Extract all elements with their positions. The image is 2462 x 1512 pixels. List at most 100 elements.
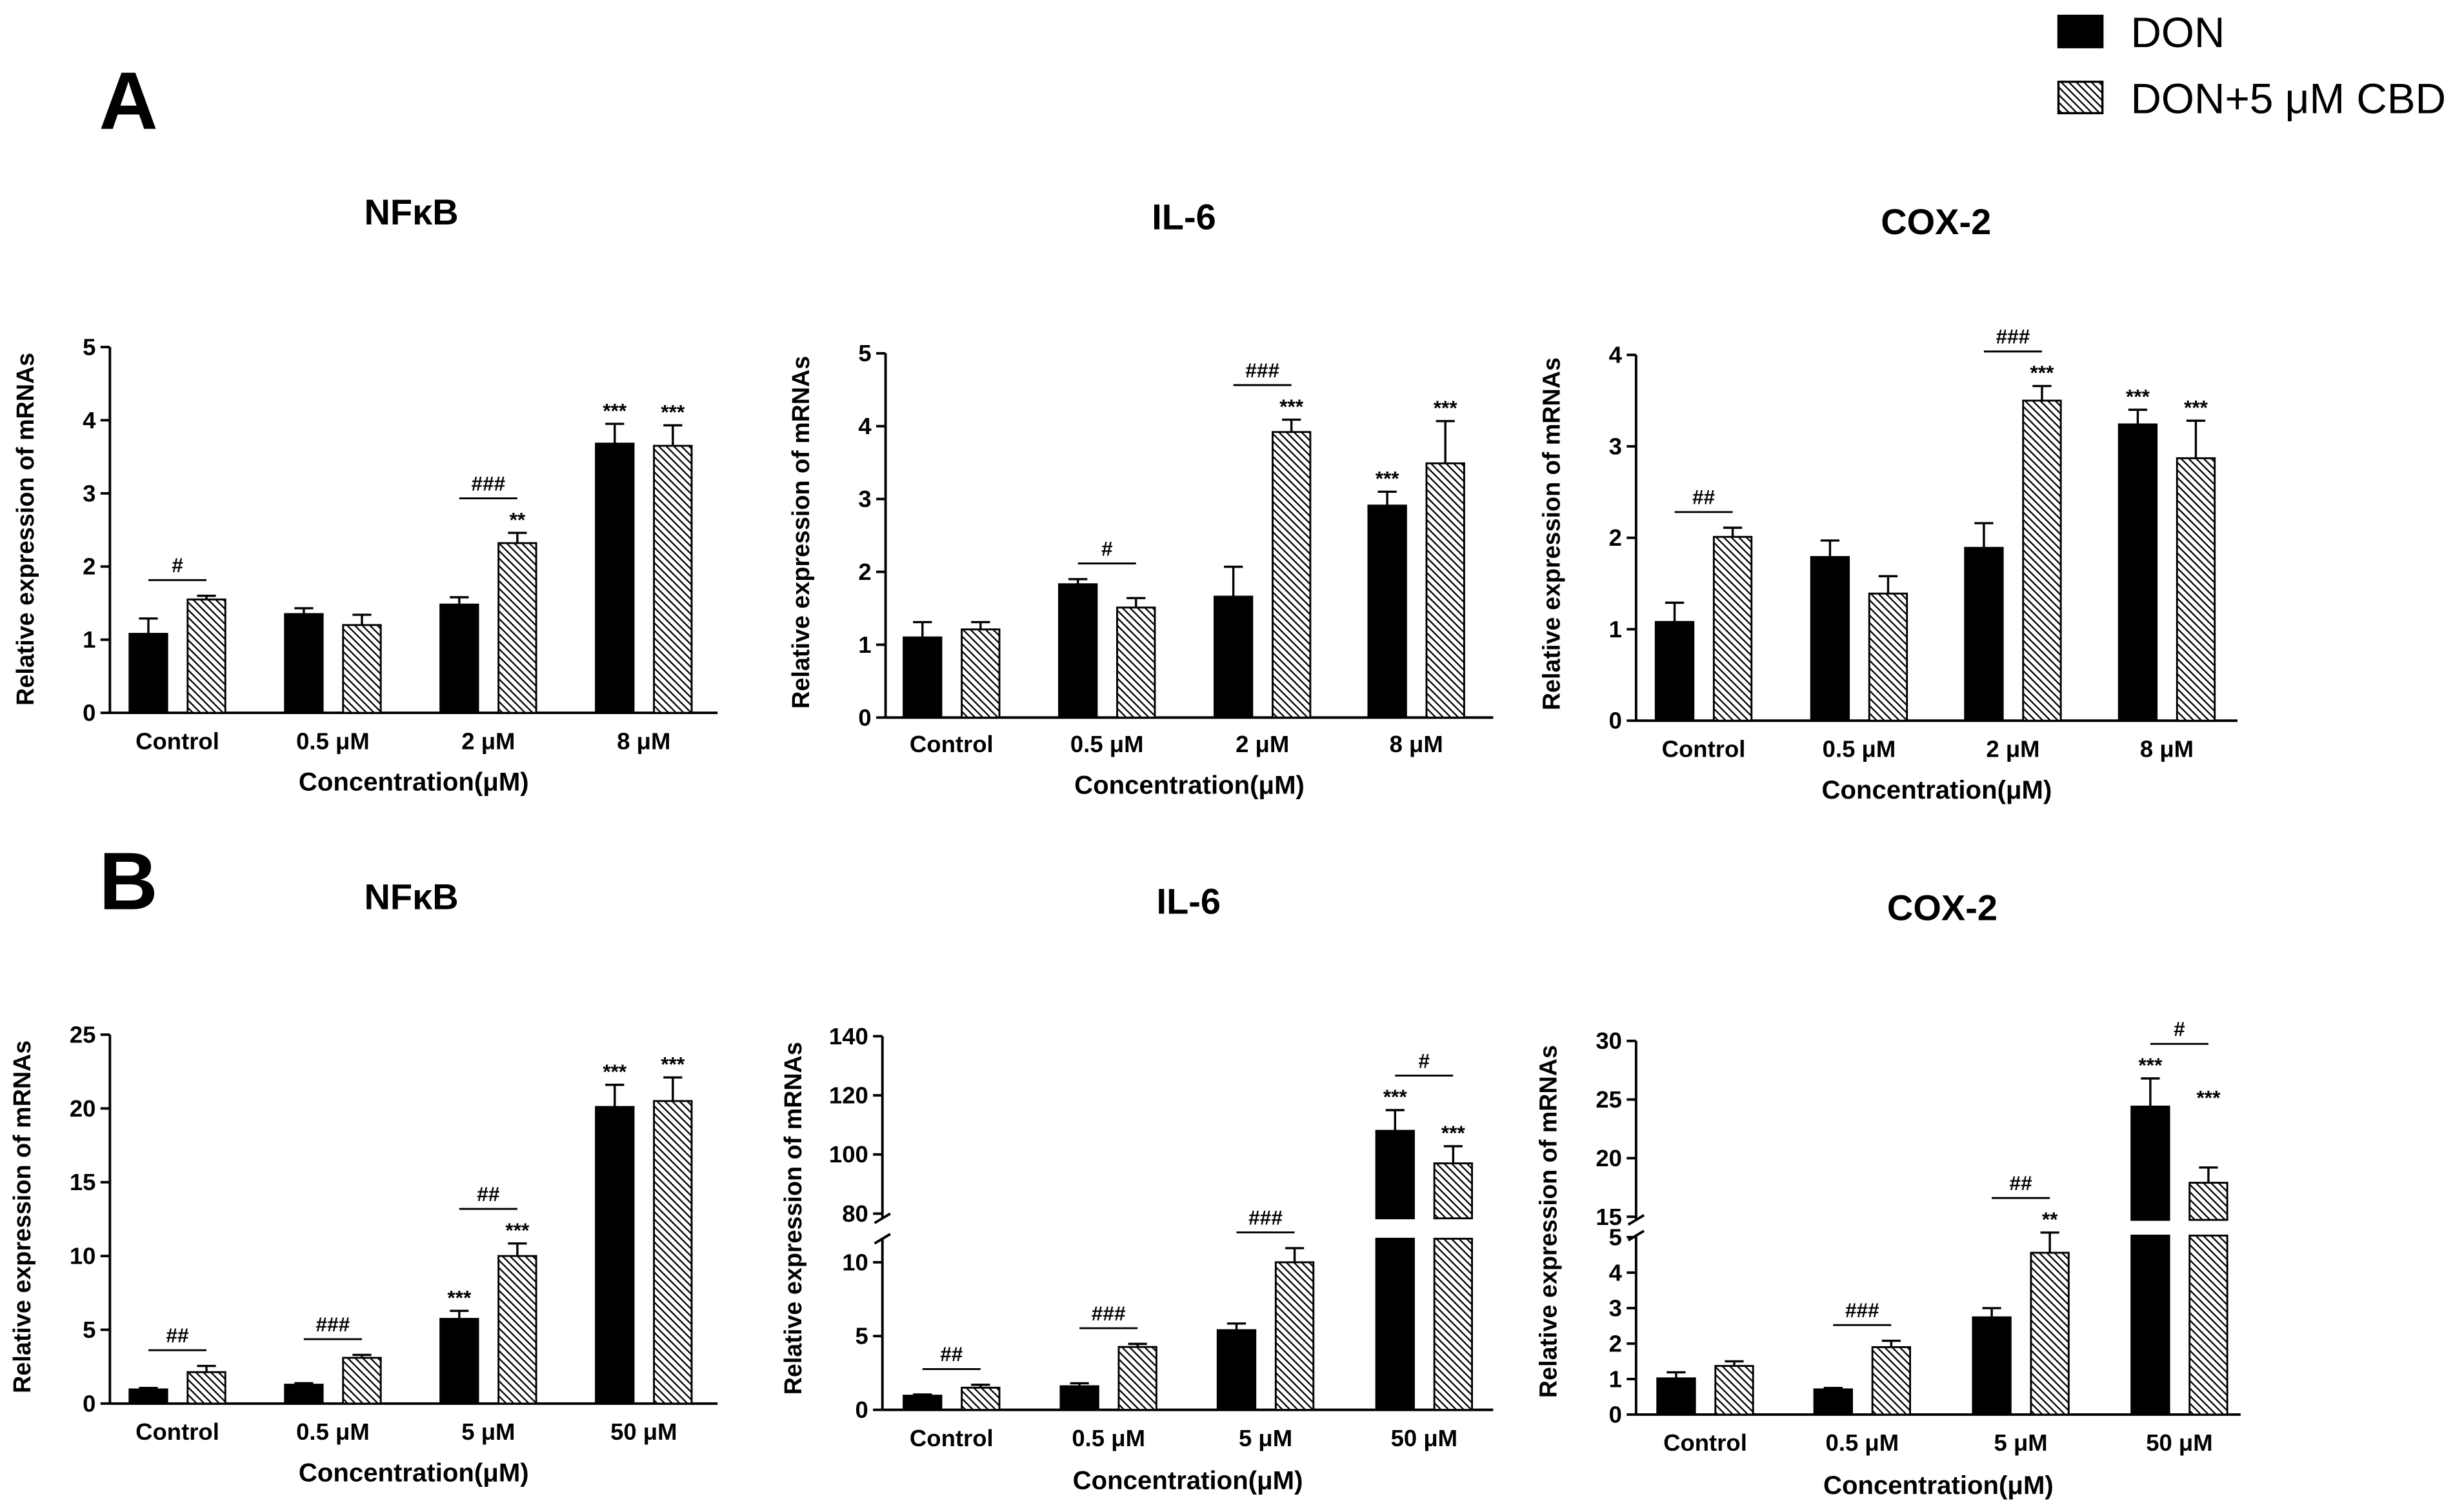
b-il6-comparison-label: ##	[940, 1342, 963, 1366]
a-cox2-bar-don-cbd-0	[1712, 535, 1753, 722]
b-il6-category-label: 0.5 μM	[1072, 1425, 1145, 1451]
legend-label-don: DON	[2130, 9, 2225, 56]
b-il6-title: IL-6	[1157, 881, 1221, 922]
b-nfkb-bar-don-2-significance-label: ***	[447, 1286, 472, 1309]
b-il6-y-tick-label: 80	[842, 1200, 868, 1227]
b-il6-bar-don-cbd-2	[1274, 1261, 1315, 1411]
a-cox2-bar-don-cbd-2-significance-label: ***	[2030, 361, 2055, 384]
b-nfkb-y-tick-label: 20	[70, 1095, 96, 1122]
b-cox2-bar-don-0	[1656, 1377, 1696, 1416]
b-nfkb-y-tick-label: 5	[83, 1317, 95, 1343]
a-cox2-bar-don-cbd-1	[1868, 592, 1908, 722]
b-cox2-bar-don-cbd-3-lower	[2188, 1235, 2228, 1416]
b-nfkb-category-label: Control	[135, 1418, 219, 1445]
b-il6-bar-don-3-lower	[1375, 1237, 1415, 1411]
a-cox2-bar-don-1	[1810, 556, 1850, 722]
b-nfkb-x-axis-title: Concentration(μM)	[299, 1458, 529, 1487]
b-il6-bar-don-3-significance-label: ***	[1383, 1085, 1408, 1108]
a-nfkb-bar-don-2	[439, 603, 479, 714]
a-cox2-comparison-label: ##	[1692, 486, 1716, 509]
a-cox2-bar-don-3-significance-label: ***	[2126, 385, 2150, 408]
a-nfkb-y-tick-label: 5	[83, 334, 95, 361]
b-cox2-comparison-label: ##	[2010, 1171, 2033, 1195]
a-nfkb-bar-don-1	[284, 613, 324, 714]
b-cox2-y-tick-label: 15	[1596, 1204, 1622, 1230]
a-nfkb-bar-don-3-significance-label: ***	[603, 399, 627, 422]
b-nfkb-bar-don-cbd-0	[186, 1371, 226, 1405]
chart-a-il6: IL-6 Relative expression of mRNAs Concentr…	[787, 197, 1494, 800]
a-nfkb-y-tick-label: 1	[83, 626, 95, 653]
legend-item-don: DON	[2057, 9, 2225, 56]
a-il6-bar-don-cbd-3	[1425, 462, 1465, 719]
legend-item-don-cbd: DON+5 μM CBD	[2057, 75, 2446, 122]
b-il6-bar-don-1	[1059, 1385, 1099, 1411]
b-il6-bar-don-cbd-3-upper	[1433, 1162, 1474, 1220]
b-nfkb-bar-don-3-significance-label: ***	[603, 1060, 627, 1083]
b-il6-y-tick-label: 10	[842, 1249, 868, 1275]
b-cox2-axis-break-mark	[1627, 1214, 1645, 1226]
a-il6-y-tick-label: 1	[858, 632, 871, 658]
b-il6-x-axis-title: Concentration(μM)	[1073, 1466, 1303, 1495]
a-nfkb-bar-don-cbd-2	[497, 542, 537, 714]
b-cox2-bar-don-2	[1972, 1316, 2012, 1416]
b-cox2-category-label: Control	[1663, 1429, 1747, 1456]
a-cox2-y-axis-title: Relative expression of mRNAs	[1537, 357, 1565, 710]
a-il6-y-tick-label: 3	[858, 486, 871, 512]
b-il6-axis-break-mark	[874, 1233, 891, 1245]
b-nfkb-bar-don-cbd-3	[653, 1100, 693, 1405]
a-cox2-bar-don-cbd-3	[2176, 457, 2216, 722]
b-cox2-title: COX-2	[1887, 887, 1997, 928]
a-nfkb-x-axis-title: Concentration(μM)	[299, 768, 529, 797]
a-il6-bar-don-cbd-2-significance-label: ***	[1279, 395, 1304, 418]
chart-a-cox2: COX-2 Relative expression of mRNAs Concent…	[1537, 201, 2237, 804]
b-cox2-axis-break-mark	[1627, 1229, 1645, 1242]
b-nfkb-y-tick-label: 10	[70, 1243, 96, 1269]
a-nfkb-y-axis-title: Relative expression of mRNAs	[12, 353, 39, 706]
b-cox2-y-tick-label: 5	[1609, 1224, 1622, 1250]
a-cox2-category-label: 0.5 μM	[1823, 736, 1896, 762]
a-cox2-y-tick-label: 3	[1609, 433, 1622, 459]
b-nfkb-y-axis-title: Relative expression of mRNAs	[8, 1040, 35, 1393]
b-cox2-bar-don-cbd-2-significance-label: **	[2042, 1208, 2058, 1231]
b-il6-axis-break-mark	[874, 1212, 891, 1224]
a-nfkb-bar-don-cbd-1	[342, 624, 382, 714]
b-cox2-comparison-label: ###	[1845, 1298, 1879, 1322]
a-il6-x-axis-title: Concentration(μM)	[1074, 771, 1305, 800]
b-il6-y-tick-label: 5	[856, 1323, 868, 1349]
b-cox2-bar-don-cbd-1	[1871, 1346, 1912, 1416]
a-nfkb-bar-don-cbd-0	[186, 598, 226, 714]
charts: NFκB Relative expression of mRNAs Concentr…	[8, 192, 2241, 1500]
legend-label-don-cbd: DON+5 μM CBD	[2130, 75, 2446, 122]
a-il6-bar-don-cbd-1	[1116, 606, 1156, 719]
b-il6-y-tick-label: 0	[856, 1397, 868, 1423]
a-il6-bar-don-3-significance-label: ***	[1376, 467, 1400, 490]
b-cox2-category-label: 0.5 μM	[1826, 1429, 1899, 1456]
a-il6-bar-don-1	[1058, 583, 1098, 719]
panel-label-a: A	[99, 55, 157, 146]
b-cox2-x-axis-title: Concentration(μM)	[1823, 1471, 2054, 1500]
b-nfkb-bar-don-1	[284, 1384, 324, 1405]
b-nfkb-y-tick-label: 0	[83, 1390, 95, 1417]
b-cox2-y-tick-label: 30	[1596, 1028, 1622, 1054]
a-cox2-bar-don-cbd-2	[2022, 399, 2062, 722]
b-cox2-category-label: 5 μM	[1994, 1429, 2048, 1456]
a-nfkb-bar-don-3	[595, 443, 635, 714]
a-il6-bar-don-2	[1213, 595, 1254, 719]
a-cox2-comparison-label: ###	[1996, 325, 2030, 348]
a-cox2-category-label: Control	[1662, 736, 1746, 762]
a-nfkb-category-label: Control	[135, 728, 219, 754]
b-il6-y-axis-title: Relative expression of mRNAs	[779, 1042, 806, 1395]
b-cox2-y-axis-title: Relative expression of mRNAs	[1535, 1045, 1562, 1398]
a-nfkb-bar-don-cbd-3-significance-label: ***	[661, 401, 685, 424]
b-cox2-y-tick-label: 20	[1596, 1145, 1622, 1171]
a-cox2-y-tick-label: 4	[1609, 342, 1623, 368]
a-nfkb-y-tick-label: 3	[83, 480, 95, 506]
a-cox2-title: COX-2	[1881, 201, 1991, 242]
b-il6-bar-don-2	[1216, 1329, 1257, 1411]
b-nfkb-y-tick-label: 25	[70, 1021, 96, 1048]
b-nfkb-comparison-label: ###	[316, 1313, 350, 1336]
b-nfkb-comparison-label: ##	[477, 1182, 500, 1206]
b-nfkb-category-label: 5 μM	[461, 1418, 515, 1445]
b-il6-y-tick-label: 140	[829, 1023, 868, 1049]
